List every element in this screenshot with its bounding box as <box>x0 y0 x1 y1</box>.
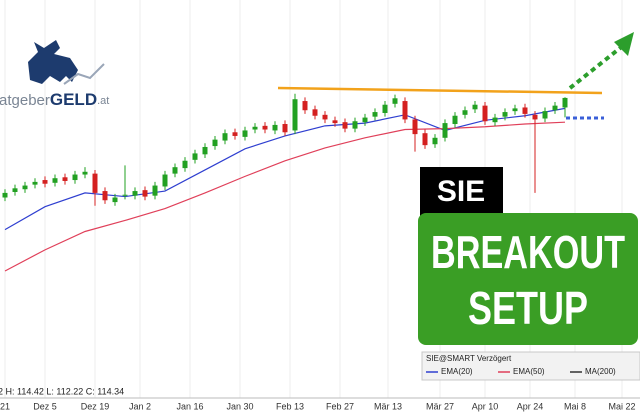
x-tick-label: 21 <box>0 401 10 411</box>
legend-box <box>421 351 640 381</box>
candle-body <box>162 174 168 187</box>
logo-text: ratgeberGELD.at <box>0 90 109 109</box>
status-line: 2 H: 114.42 L: 112.22 C: 114.34 <box>0 386 124 396</box>
ticker-box <box>420 167 503 217</box>
candle-body <box>322 114 328 120</box>
candle-body <box>2 192 8 198</box>
x-tick-label: Feb 13 <box>276 401 304 411</box>
candle-body <box>422 133 428 146</box>
candle-body <box>142 190 148 197</box>
x-tick-label: Mai 22 <box>608 401 635 411</box>
candle-body <box>252 126 258 130</box>
candle-body <box>462 110 468 115</box>
setup-label: SETUP <box>468 282 588 334</box>
x-tick-label: Mai 8 <box>564 401 586 411</box>
ema-line <box>4 121 566 272</box>
candle-body <box>482 105 488 122</box>
candle-body <box>372 112 378 117</box>
candle-body <box>72 174 78 181</box>
candle-body <box>52 178 58 183</box>
candle-body <box>522 107 528 114</box>
x-tick-label: Mär 13 <box>374 401 402 411</box>
candle-body <box>212 139 218 147</box>
candle-body <box>312 109 318 116</box>
candle-body <box>292 99 298 131</box>
resistance-line <box>277 86 603 95</box>
candle-body <box>492 117 498 123</box>
candle-body <box>362 117 368 123</box>
candle-body <box>352 121 358 129</box>
candle-body <box>542 111 548 119</box>
candle-body <box>232 132 238 136</box>
candle-body <box>472 104 478 110</box>
x-tick-label: Dez 5 <box>33 401 57 411</box>
candle-body <box>452 115 458 125</box>
candle-body <box>562 97 568 108</box>
x-axis-band <box>0 398 640 416</box>
candle-body <box>202 146 208 155</box>
arrow-head <box>614 32 634 56</box>
candle-body <box>302 101 308 111</box>
x-axis: 21 Dez 5 Dez 19 Jan 2 Jan 16 Jan 30 Feb 13 Feb … <box>0 401 636 411</box>
candles <box>2 93 568 206</box>
x-tick-label: Mär 27 <box>426 401 454 411</box>
logo: ratgeberGELD.at <box>0 40 109 109</box>
candle-body <box>242 130 248 137</box>
candle-body <box>132 191 138 196</box>
candle-body <box>42 180 48 184</box>
candle-body <box>102 191 108 201</box>
candle-body <box>22 185 28 190</box>
x-tick-label: Apr 24 <box>517 401 544 411</box>
legend-label: MA(200) <box>585 367 616 376</box>
candle-body <box>92 173 98 193</box>
candle-body <box>272 124 278 131</box>
breakout-arrow <box>568 43 626 90</box>
candle-body <box>262 125 268 130</box>
candle-body <box>12 188 18 192</box>
legend-title: SIE@SMART Verzögert <box>426 354 512 363</box>
candle-body <box>442 123 448 138</box>
candle-body <box>532 114 538 120</box>
legend-label: EMA(50) <box>513 367 545 376</box>
ticker-label: SIE <box>437 175 485 208</box>
x-tick-label: Jan 16 <box>176 401 203 411</box>
candle-body <box>112 197 118 203</box>
candle-body <box>412 119 418 135</box>
candle-body <box>332 120 338 124</box>
candle-body <box>222 133 228 141</box>
x-tick-label: Feb 27 <box>326 401 354 411</box>
candle-body <box>62 177 68 181</box>
candle-body <box>402 101 408 120</box>
candle-body <box>502 112 508 117</box>
candle-body <box>192 153 198 160</box>
candle-body <box>552 105 558 111</box>
x-tick-label: Jan 2 <box>129 401 151 411</box>
legend: SIE@SMART Verzögert EMA(20) EMA(50) MA(200… <box>421 351 640 381</box>
setup-box <box>418 213 638 345</box>
candle-body <box>182 160 188 169</box>
x-tick-label: Apr 10 <box>472 401 499 411</box>
logo-trend <box>63 63 105 85</box>
candle-body <box>512 108 518 112</box>
candle-body <box>432 137 438 145</box>
candle-body <box>282 124 288 133</box>
setup-label: BREAKOUT <box>431 226 625 278</box>
legend-label: EMA(20) <box>441 367 473 376</box>
x-tick-label: Jan 30 <box>226 401 253 411</box>
candle-body <box>382 104 388 113</box>
candle-body <box>82 171 88 175</box>
candle-body <box>32 181 38 185</box>
bull-icon <box>28 40 78 84</box>
candle-body <box>152 185 158 196</box>
candle-body <box>122 194 128 196</box>
candle-body <box>342 122 348 129</box>
x-tick-label: Dez 19 <box>81 401 110 411</box>
candle-body <box>392 98 398 104</box>
candle-body <box>172 167 178 174</box>
